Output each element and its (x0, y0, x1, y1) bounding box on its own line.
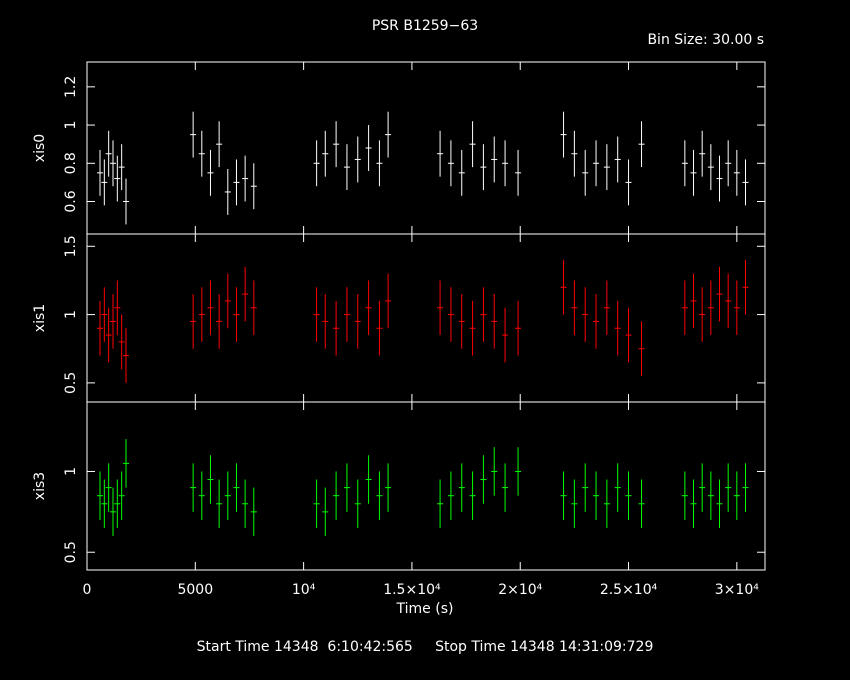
x-tick-label: 3×10⁴ (715, 582, 759, 598)
y-tick-label: 1 (63, 121, 79, 130)
panel-frame (86, 233, 766, 403)
y-tick-label: 1.5 (63, 235, 79, 257)
y-tick-label: 0.8 (63, 152, 79, 174)
time-range: Start Time 14348 6:10:42:565 Stop Time 1… (197, 639, 654, 655)
y-axis-label: xis3 (32, 472, 48, 500)
y-axis-label: xis1 (32, 304, 48, 332)
y-tick-label: 1.2 (63, 76, 79, 98)
chart-title: PSR B1259−63 (372, 18, 478, 34)
x-tick-label: 10⁴ (292, 582, 316, 598)
y-tick-label: 0.5 (63, 541, 79, 563)
y-axis-label: xis0 (32, 134, 48, 162)
panel-frame (86, 61, 766, 235)
y-tick-label: 1 (63, 310, 79, 319)
x-tick-label: 2×10⁴ (498, 582, 542, 598)
x-tick-label: 1.5×10⁴ (383, 582, 441, 598)
x-axis-label: Time (s) (396, 601, 454, 617)
y-tick-label: 0.6 (63, 190, 79, 212)
x-tick-label: 5000 (177, 582, 213, 598)
y-tick-label: 1 (63, 467, 79, 476)
x-tick-label: 0 (83, 582, 92, 598)
x-tick-label: 2.5×10⁴ (600, 582, 658, 598)
y-tick-label: 0.5 (63, 372, 79, 394)
bin-size: Bin Size: 30.00 s (647, 32, 764, 48)
panel-frame (86, 401, 766, 571)
